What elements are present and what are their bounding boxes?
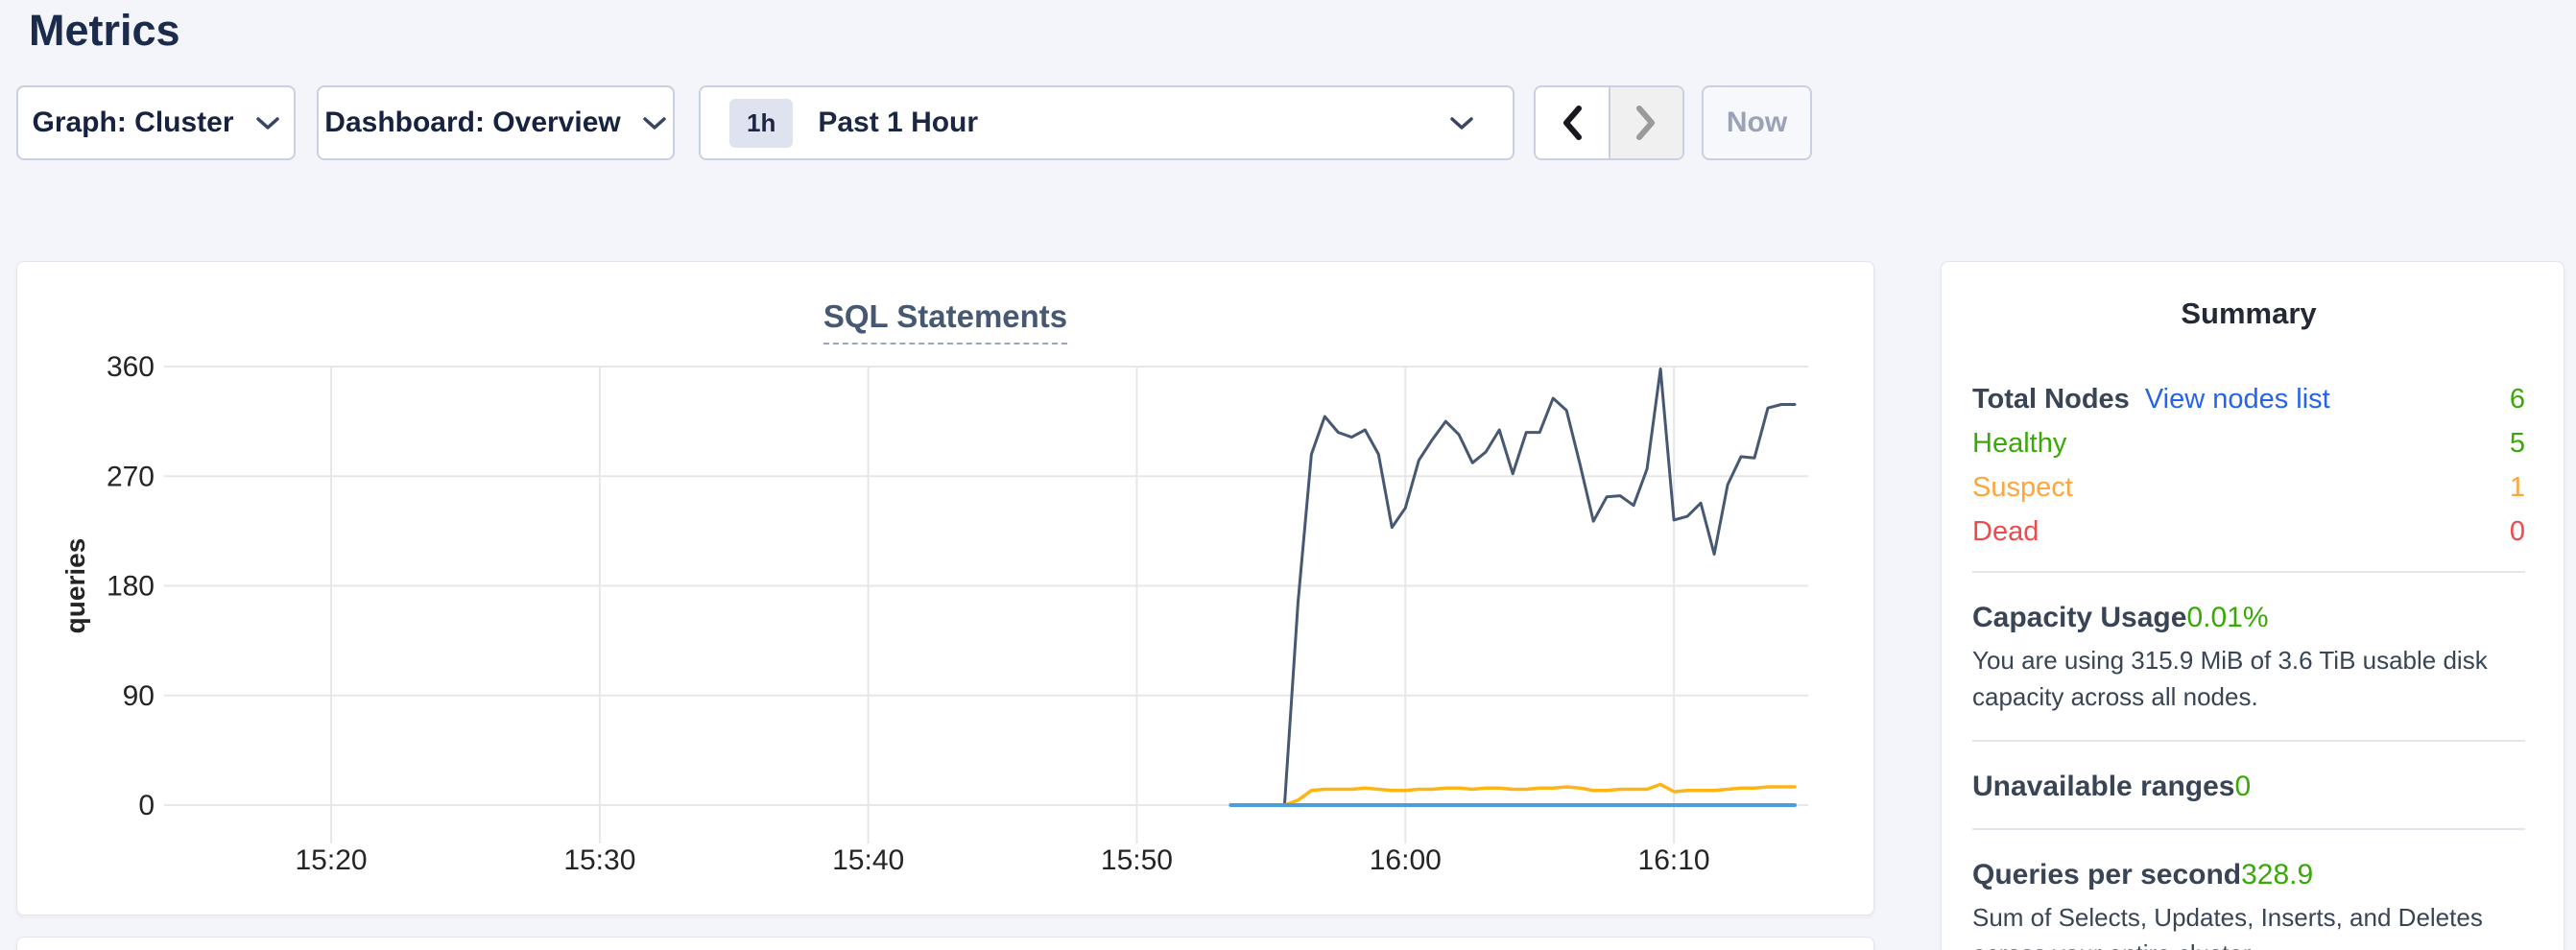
healthy-nodes-row: Healthy 5 — [1972, 429, 2525, 458]
chevron-down-icon — [255, 117, 279, 130]
x-axis-tick-label: 15:40 — [832, 844, 904, 876]
dead-nodes-row: Dead 0 — [1972, 517, 2525, 546]
total-nodes-value: 6 — [2509, 384, 2525, 415]
dashboard-dropdown-label: Dashboard: Overview — [324, 107, 621, 138]
divider — [1972, 571, 2525, 573]
y-axis-tick-label: 360 — [107, 351, 155, 383]
summary-title: Summary — [2181, 297, 2317, 330]
y-axis-title: queries — [60, 538, 90, 634]
y-axis-tick-label: 90 — [123, 680, 155, 712]
graph-dropdown-label: Graph: Cluster — [32, 107, 234, 138]
capacity-usage-description: You are using 315.9 MiB of 3.6 TiB usabl… — [1972, 646, 2488, 711]
chevron-down-icon — [1450, 117, 1473, 130]
next-time-window-button[interactable] — [1610, 87, 1682, 158]
queries-per-second-row: Queries per second 328.9 — [1972, 859, 2525, 891]
suspect-nodes-row: Suspect 1 — [1972, 473, 2525, 502]
y-axis-tick-label: 180 — [107, 571, 155, 603]
time-window-pager — [1534, 85, 1684, 160]
suspect-value: 1 — [2509, 472, 2525, 503]
summary-panel: Summary Total Nodes View nodes list 6 He… — [1941, 261, 2564, 950]
y-axis-tick-label: 270 — [107, 461, 155, 492]
chart-title[interactable]: SQL Statements — [823, 298, 1068, 344]
divider — [1972, 740, 2525, 742]
now-button[interactable]: Now — [1702, 85, 1812, 160]
chevron-down-icon — [642, 117, 666, 130]
chart-title-wrap: SQL Statements — [17, 298, 1873, 344]
unavailable-ranges-value: 0 — [2234, 771, 2252, 802]
queries-per-second-value: 328.9 — [2241, 859, 2314, 891]
series-navy — [1228, 368, 1797, 807]
view-nodes-list-link[interactable]: View nodes list — [2144, 384, 2330, 415]
suspect-label: Suspect — [1972, 472, 2073, 503]
previous-time-window-button[interactable] — [1536, 87, 1610, 158]
time-range-label: Past 1 Hour — [818, 107, 979, 138]
total-nodes-label: Total Nodes — [1972, 384, 2130, 415]
capacity-usage-label: Capacity Usage — [1972, 602, 2187, 633]
total-nodes-row: Total Nodes View nodes list 6 — [1972, 385, 2525, 414]
next-chart-card-partial — [16, 937, 1874, 950]
unavailable-ranges-row: Unavailable ranges 0 — [1972, 771, 2525, 803]
x-axis-tick-label: 15:20 — [296, 844, 368, 876]
unavailable-ranges-label: Unavailable ranges — [1972, 771, 2235, 802]
queries-per-second-label: Queries per second — [1972, 859, 2242, 891]
x-axis-tick-label: 16:00 — [1370, 844, 1442, 876]
chevron-left-icon — [1562, 106, 1582, 140]
time-range-badge: 1h — [729, 98, 794, 148]
chevron-right-icon — [1636, 106, 1656, 140]
sql-statements-chart-card: SQL Statements 0 90 180 270 360 15:20 15:30 15:… — [16, 261, 1874, 915]
capacity-usage-row: Capacity Usage 0.01% — [1972, 602, 2525, 634]
divider — [1972, 828, 2525, 830]
x-axis-tick-label: 15:50 — [1101, 844, 1173, 876]
series-yellow — [1228, 782, 1797, 807]
queries-per-second-description: Sum of Selects, Updates, Inserts, and De… — [1972, 903, 2483, 950]
time-range-selector[interactable]: 1h Past 1 Hour — [699, 85, 1515, 160]
y-axis-tick-label: 0 — [138, 790, 155, 821]
capacity-usage-value: 0.01% — [2186, 602, 2269, 633]
x-axis-tick-label: 16:10 — [1638, 844, 1710, 876]
dead-label: Dead — [1972, 516, 2039, 547]
page-title: Metrics — [29, 6, 180, 55]
x-axis-tick-label: 15:30 — [563, 844, 635, 876]
graph-dropdown[interactable]: Graph: Cluster — [16, 85, 296, 160]
healthy-label: Healthy — [1972, 428, 2067, 459]
dashboard-dropdown[interactable]: Dashboard: Overview — [317, 85, 675, 160]
sql-statements-chart[interactable]: 0 90 180 270 360 15:20 15:30 15:40 15:50 16:00 16:… — [17, 262, 1875, 916]
dead-value: 0 — [2509, 516, 2525, 547]
healthy-value: 5 — [2509, 428, 2525, 459]
